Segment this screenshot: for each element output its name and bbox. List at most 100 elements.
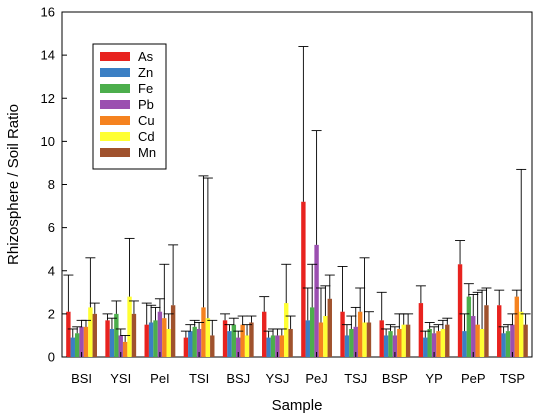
legend-label-Cu: Cu	[138, 113, 155, 128]
bar-Fe-YSJ	[270, 335, 276, 357]
bar-Cu-PeJ	[318, 322, 324, 357]
bar-Pb-TSJ	[353, 326, 358, 357]
legend-label-As: As	[138, 49, 154, 64]
bar-Fe-PeP	[466, 296, 472, 357]
bar-Mn-PeJ	[327, 298, 332, 357]
bar-Cu-BSI	[83, 326, 89, 357]
y-tick-label: 4	[48, 263, 55, 278]
x-tick-label: TSJ	[344, 371, 367, 386]
bar-Pb-TSI	[196, 328, 202, 357]
bar-Fe-YSI	[114, 313, 119, 357]
bar-Mn-TSP	[523, 324, 528, 357]
bar-Fe-PeI	[153, 320, 158, 357]
x-tick-label: BSP	[382, 371, 408, 386]
bar-As-PeI	[144, 324, 149, 357]
axes: 0 2 4 6 8 10 12 14 16 BSI YSI PeI TSI BSJ YSJ PeJ TSJ BSP…	[41, 5, 526, 387]
bar-Pb-TSP	[510, 324, 515, 357]
bar-Cu-BSJ	[240, 324, 245, 357]
bar-Pb-YSJ	[275, 335, 280, 357]
bar-Cu-TSI	[201, 307, 206, 357]
bar-Cd-TSP	[519, 311, 524, 357]
legend-swatch-Cd	[100, 132, 130, 141]
bar-Cd-TSI	[205, 318, 211, 357]
x-tick-label: YP	[425, 371, 442, 386]
x-tick-label: BSI	[71, 371, 92, 386]
bar-Fe-TSI	[192, 326, 197, 357]
bar-Cu-YSJ	[279, 335, 285, 357]
bar-Fe-BSJ	[231, 324, 237, 357]
bar-As-PeP	[457, 264, 463, 357]
bar-As-TSJ	[340, 311, 345, 357]
y-tick-label: 0	[48, 350, 55, 365]
bar-Pb-YSI	[118, 335, 123, 357]
y-tick-label: 2	[48, 306, 55, 321]
y-tick-label: 8	[48, 177, 55, 192]
x-tick-label: PeP	[461, 371, 486, 386]
bar-Zn-YP	[423, 337, 428, 357]
bar-As-YSJ	[262, 311, 267, 357]
bar-As-TSP	[497, 305, 502, 357]
legend-swatch-Mn	[100, 148, 130, 157]
bar-Pb-PeI	[157, 311, 163, 357]
bar-Mn-YSJ	[288, 328, 293, 357]
legend-swatch-Cu	[100, 116, 130, 125]
bar-Mn-YP	[445, 324, 450, 357]
bar-Mn-TSI	[210, 335, 215, 357]
bar-series-group	[66, 201, 528, 357]
legend-swatch-Pb	[100, 100, 130, 109]
bar-Fe-TSP	[505, 331, 511, 357]
bar-Pb-PeJ	[314, 244, 319, 357]
y-tick-label: 16	[41, 5, 55, 20]
bar-Cd-BSI	[88, 307, 93, 357]
x-tick-label: YSJ	[265, 371, 289, 386]
bar-Cu-YSI	[122, 341, 128, 357]
bar-Pb-BSP	[392, 335, 398, 357]
legend-label-Mn: Mn	[138, 145, 156, 160]
bar-Cd-YP	[440, 328, 446, 357]
bar-Mn-TSJ	[366, 322, 372, 357]
x-tick-label: PeI	[150, 371, 170, 386]
y-axis-title: Rhizosphere / Soil Ratio	[5, 104, 22, 265]
bar-Pb-PeP	[471, 316, 476, 357]
bar-Zn-TSP	[501, 333, 506, 357]
bar-As-YSI	[105, 320, 110, 357]
bar-As-BSI	[66, 311, 71, 357]
legend-label-Cd: Cd	[138, 129, 155, 144]
bar-Mn-BSP	[405, 324, 411, 357]
bar-Mn-BSJ	[249, 322, 254, 357]
bar-Zn-PeJ	[305, 320, 310, 357]
bar-As-TSI	[183, 337, 189, 357]
bar-Cd-YSI	[127, 296, 132, 357]
bar-Zn-YSI	[109, 328, 115, 357]
bar-Fe-TSJ	[349, 328, 354, 357]
legend-label-Pb: Pb	[138, 97, 154, 112]
legend-swatch-Zn	[100, 68, 130, 77]
x-tick-label: TSP	[500, 371, 525, 386]
y-tick-label: 14	[41, 48, 55, 63]
bar-Cu-TSJ	[357, 311, 363, 357]
bar-Zn-YSJ	[266, 337, 271, 357]
bar-Zn-PeP	[462, 331, 467, 357]
bar-Cd-PeP	[479, 328, 485, 357]
bar-Zn-PeI	[148, 322, 154, 357]
bar-Mn-BSI	[92, 313, 97, 357]
x-tick-label: YSI	[110, 371, 131, 386]
bar-Fe-BSI	[74, 333, 80, 357]
bar-Fe-PeJ	[309, 307, 315, 357]
x-tick-label: PeJ	[305, 371, 327, 386]
y-tick-label: 10	[41, 134, 55, 149]
bar-Mn-YSI	[131, 313, 137, 357]
x-axis-title: Sample	[272, 397, 323, 414]
bar-Cu-TSP	[514, 296, 520, 357]
bar-As-PeJ	[301, 201, 306, 357]
bar-Mn-PeP	[484, 305, 489, 357]
x-tick-label: TSI	[189, 371, 209, 386]
legend-swatch-Fe	[100, 84, 130, 93]
bar-Zn-TSI	[188, 331, 193, 357]
bar-Pb-BSJ	[236, 337, 241, 357]
bar-Mn-PeI	[170, 305, 176, 357]
bar-Zn-TSJ	[344, 335, 350, 357]
bar-Cd-YSJ	[284, 303, 289, 357]
